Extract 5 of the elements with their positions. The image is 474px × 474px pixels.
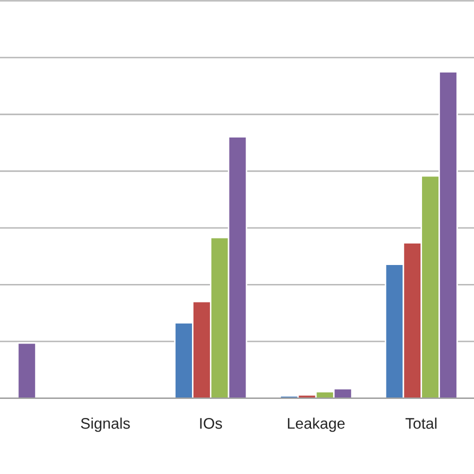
- x-tick-label: Leakage: [288, 418, 345, 432]
- x-tick-label: IOs: [200, 418, 222, 429]
- x-tick-label: Total: [406, 418, 436, 429]
- bar: [17, 342, 37, 398]
- x-tick-label: Signals: [80, 418, 130, 432]
